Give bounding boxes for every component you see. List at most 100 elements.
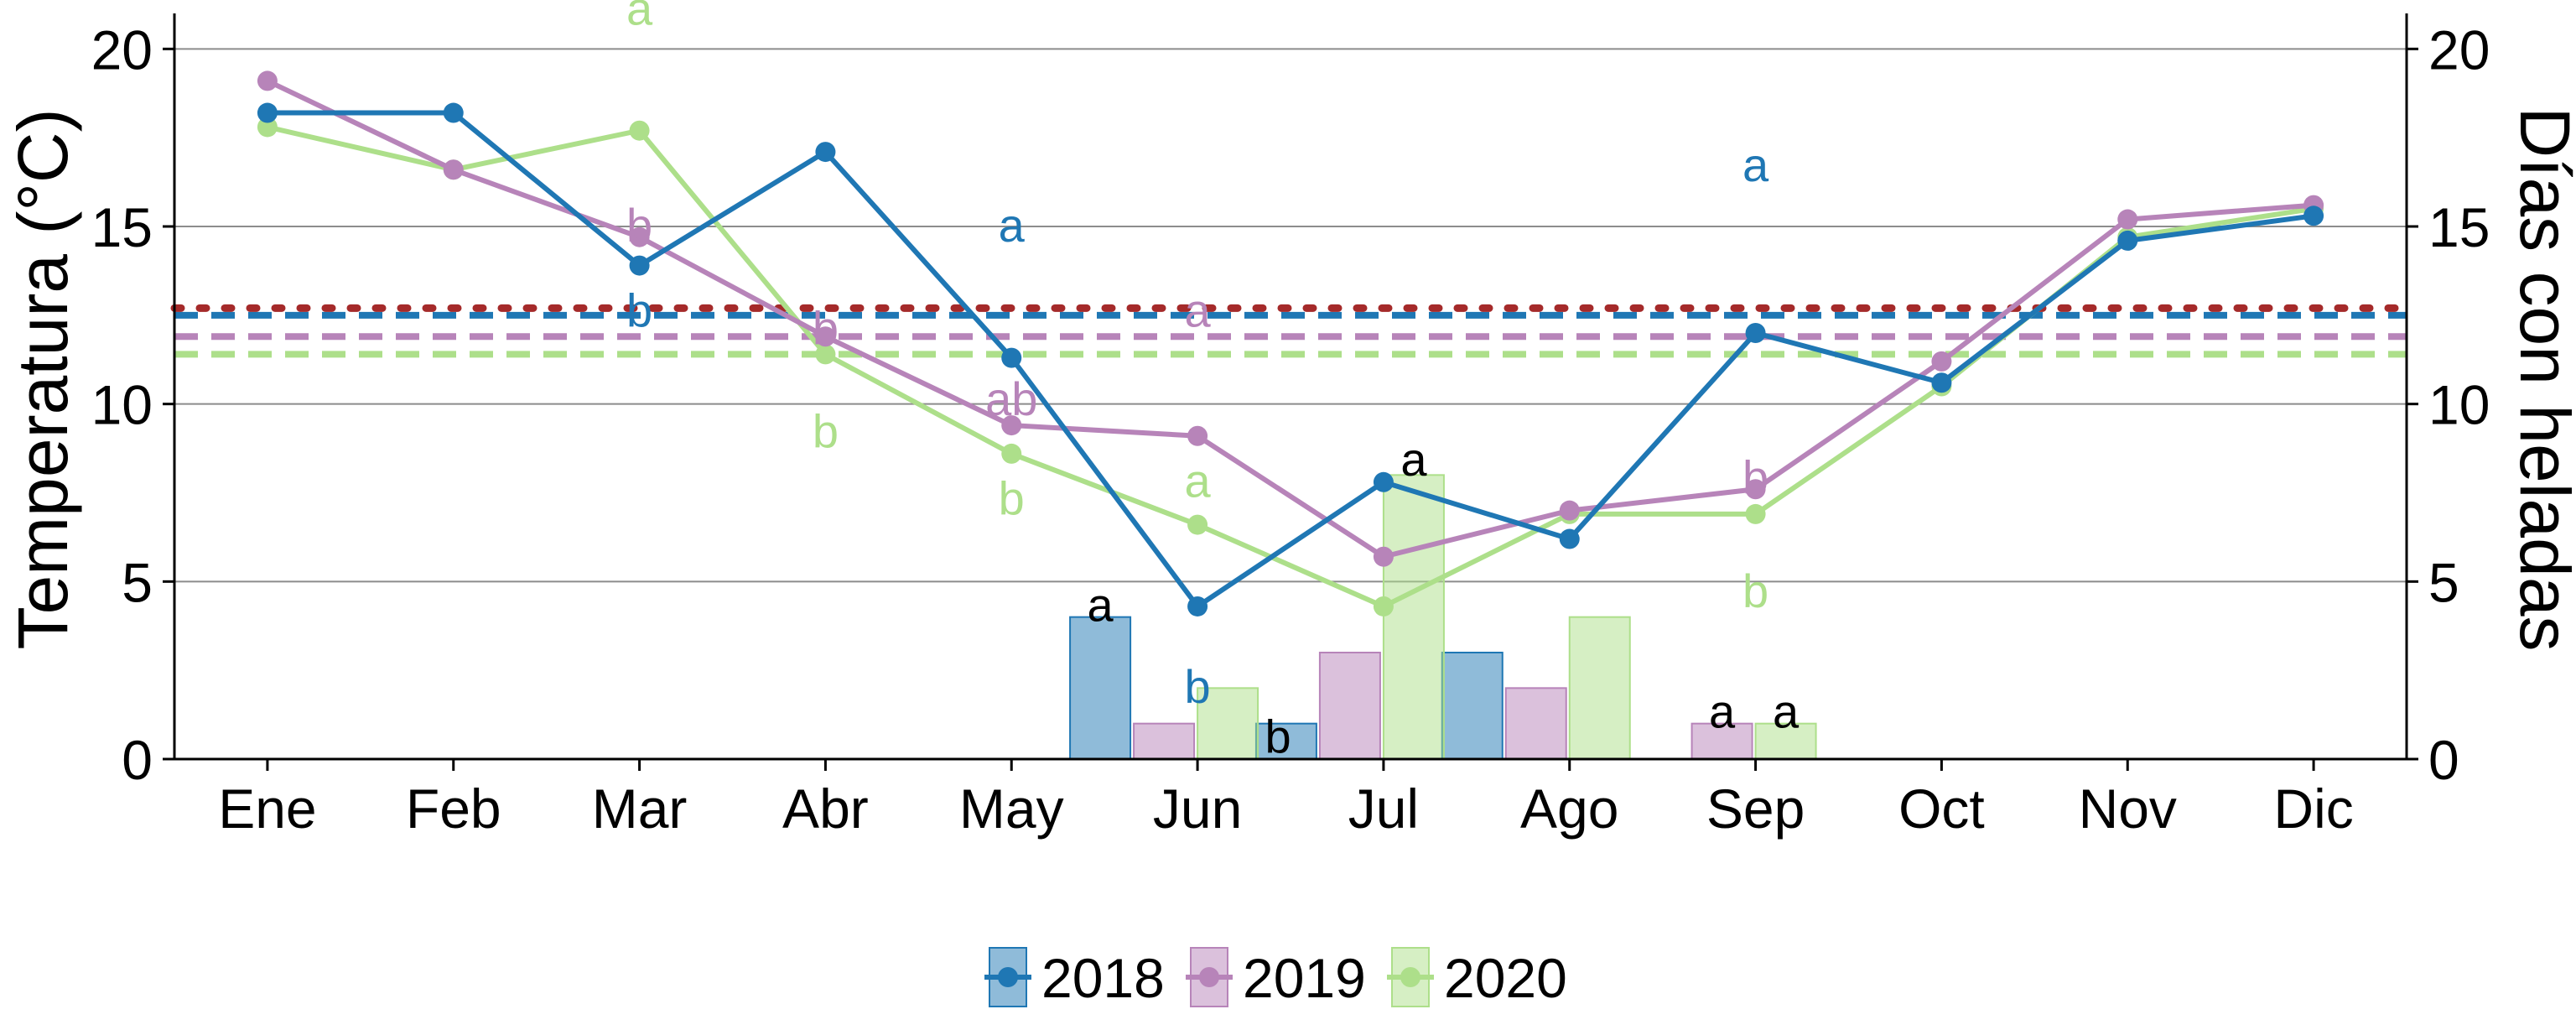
bar-2019-Ago [1504,687,1567,760]
legend-label-2019: 2019 [1243,947,1366,1009]
annotation-label: a [1709,685,1736,738]
y-tick-label: 10 [91,374,153,436]
point-2019-Jun [1187,425,1208,446]
temperature-lines [257,70,2324,616]
point-2019-Feb [443,159,464,180]
y-tick-label: 5 [122,551,153,613]
point-2018-May [1001,347,1022,368]
point-2019-Abr [815,326,836,347]
x-tick-label: Ago [1520,778,1618,840]
y2-tick-label: 15 [2428,196,2490,258]
bar-2019-Sep [1690,722,1753,761]
annotation-label: a [1088,579,1114,632]
bar-2019-Jun [1133,722,1196,761]
y2-axis-label: Días con heladas [2506,107,2576,651]
annotation-label: a [999,199,1026,252]
point-2018-Mar [629,255,650,276]
point-2020-Abr [815,344,836,365]
point-2019-May [1001,415,1022,436]
line-2019 [266,78,2314,559]
bar-2018-Ago [1441,652,1504,760]
point-2020-May [1001,443,1022,464]
annotation-label: a [1185,455,1212,507]
annotation-label: b [1742,564,1768,617]
y2-tick-label: 5 [2428,551,2459,613]
frost-bars [1069,474,1817,761]
annotation-label: a [1773,685,1800,738]
point-2019-Jul [1373,546,1394,567]
point-2019-Ene [257,70,278,91]
bar-2018-Jun [1069,616,1132,761]
annotation-label: a [1742,138,1769,191]
point-2018-Sep [1745,323,1766,343]
point-2018-Nov [2117,230,2138,251]
line-2020 [267,124,2314,609]
point-2020-Sep [1745,503,1766,524]
reference-lines [170,304,2411,358]
y2-tick-label: 10 [2428,374,2490,436]
point-2019-Nov [2117,209,2138,230]
point-2018-Dic [2303,205,2324,226]
bar-2019-Jul [1318,652,1381,760]
annotation-label: a [1185,284,1212,336]
point-2018-Jul [1373,471,1394,492]
point-2020-Mar [629,120,650,141]
annotation-label: b [1265,710,1291,762]
bar-2020-Sep [1754,722,1817,761]
bar-2020-Ago [1568,616,1631,761]
x-tick-label: Mar [592,778,688,840]
bar-2020-Jun [1197,687,1259,760]
annotation-label: b [999,472,1025,525]
point-2018-Jun [1187,596,1208,616]
point-2019-Sep [1745,479,1766,500]
bar-2020-Jul [1382,474,1445,760]
x-tick-label: May [959,778,1064,840]
annotation-label: ab [985,372,1037,425]
legend: 2018 2019 2020 [984,947,1567,1009]
point-2018-Oct [1931,372,1952,393]
point-2020-Ene [257,117,278,138]
line-2018 [267,110,2314,609]
y2-tick-label: 20 [2428,18,2490,81]
annotation-label: b [813,404,839,457]
x-tick-label: Abr [782,778,869,840]
legend-marker-2018 [998,967,1018,987]
legend-marker-2020 [1400,967,1420,987]
annotation-label: b [813,302,839,355]
x-tick-label: Dic [2273,778,2353,840]
x-tick-label: Jun [1153,778,1242,840]
x-tick-label: Ene [218,778,316,840]
annotation-label: b [1185,660,1211,713]
legend-label-2020: 2020 [1444,947,1567,1009]
x-tick-label: Feb [406,778,501,840]
point-2018-Ene [257,102,278,123]
x-tick-label: Jul [1348,778,1419,840]
y-tick-label: 15 [91,196,153,258]
point-2019-Ago [1559,500,1580,521]
legend-label-2018: 2018 [1041,947,1165,1009]
legend-marker-2019 [1199,967,1219,987]
annotation-label: b [626,199,652,252]
x-tick-label: Nov [2079,778,2177,840]
y-tick-label: 0 [122,729,153,791]
point-2020-Jun [1187,514,1208,535]
axes: 0 5 10 15 20 0 5 10 15 20 Ene Feb Mar Abr May Jun Jul Ago… [91,13,2490,840]
annotation-label: a [626,0,653,35]
point-2019-Oct [1931,351,1952,372]
point-2020-Jul [1373,596,1394,616]
x-tick-label: Oct [1898,778,1985,840]
y-tick-label: 20 [91,18,153,81]
annotation-label: b [1742,450,1768,503]
annotation-label: b [626,284,652,336]
grid-lines [174,48,2407,583]
y2-tick-label: 0 [2428,729,2459,791]
point-2018-Ago [1559,528,1580,549]
point-2019-Mar [629,226,650,247]
point-2018-Abr [815,142,836,163]
x-tick-label: Sep [1706,778,1805,840]
point-2018-Feb [443,102,464,123]
y-axis-label: Temperatura (°C) [3,108,82,649]
annotation-label: a [1400,433,1427,486]
